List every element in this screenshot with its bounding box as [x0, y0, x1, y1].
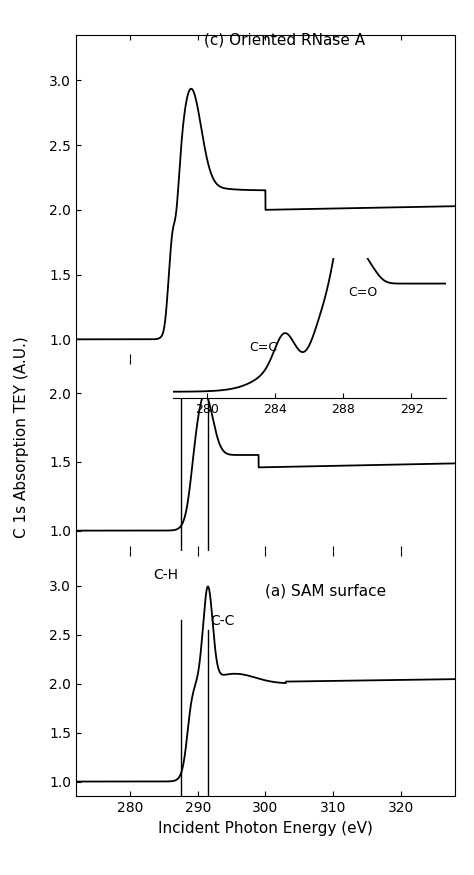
X-axis label: Incident Photon Energy (eV): Incident Photon Energy (eV) [158, 821, 373, 836]
Text: C-C: C-C [210, 613, 234, 627]
Text: (a) SAM surface: (a) SAM surface [265, 584, 387, 598]
Text: C-H: C-H [154, 568, 179, 582]
Text: C=O: C=O [348, 286, 378, 299]
Text: C=C: C=C [250, 341, 278, 354]
Text: C 1s Absorption TEY (A.U.): C 1s Absorption TEY (A.U.) [14, 337, 29, 538]
Text: (c) Oriented RNase A: (c) Oriented RNase A [204, 32, 365, 47]
Text: (b) -SH surface: (b) -SH surface [279, 382, 394, 396]
